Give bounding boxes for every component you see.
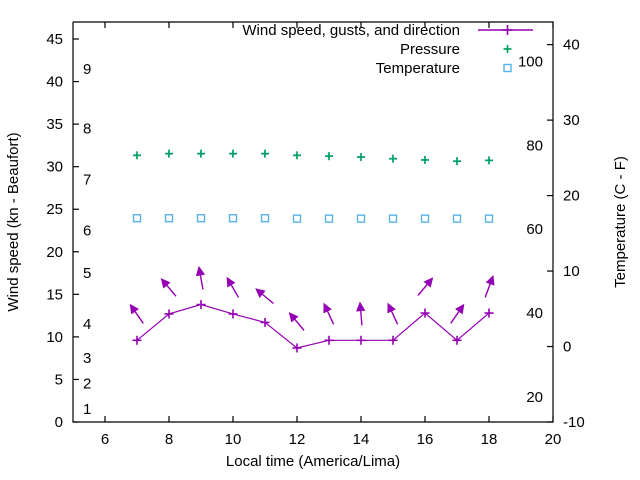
y2-tick-label: 0: [563, 339, 571, 356]
series-temperature: [132, 214, 494, 223]
y2-tick-label: 20: [563, 188, 580, 205]
series-wind-speed: [132, 300, 494, 353]
marker-square: [228, 214, 238, 223]
y-tick-label: 20: [46, 244, 63, 261]
series-pressure: [133, 149, 493, 166]
x-tick-label: 14: [353, 431, 370, 448]
marker-square: [388, 214, 398, 223]
beaufort-label: 3: [83, 350, 91, 367]
beaufort-label: 1: [83, 401, 91, 418]
x-axis-title: Local time (America/Lima): [226, 453, 400, 470]
marker-square: [356, 214, 366, 223]
y2-axis-title: Temperature (C - F): [612, 156, 629, 288]
wind-arrow-head: [423, 277, 434, 288]
fahrenheit-label: 40: [526, 305, 543, 322]
wind-arrow-head: [160, 278, 171, 289]
wind-direction-arrows: [129, 265, 495, 331]
wind-arrow-head: [455, 303, 465, 315]
beaufort-label: 7: [83, 171, 91, 188]
y2-tick-label: 10: [563, 263, 580, 280]
wind-arrow-head: [485, 275, 495, 286]
x-tick-label: 8: [165, 431, 173, 448]
marker-square: [503, 63, 512, 73]
marker-square: [452, 214, 462, 223]
wind-speed-line: [136, 303, 490, 349]
wind-arrow-head: [323, 302, 332, 314]
wind-arrow-head: [129, 303, 139, 315]
beaufort-label: 6: [83, 223, 91, 240]
y-tick-label: 25: [46, 201, 63, 218]
beaufort-label: 9: [83, 61, 91, 78]
marker-square: [484, 214, 494, 223]
wind-arrow-head: [195, 265, 206, 277]
chart-legend: Wind speed, gusts, and direction Pressure…: [242, 22, 533, 77]
x-tick-label: 6: [101, 431, 109, 448]
marker-square: [164, 214, 174, 223]
x-tick-label: 10: [225, 431, 242, 448]
y2-tick-label: -10: [563, 414, 585, 431]
marker-square: [292, 214, 302, 223]
x-tick-label: 16: [417, 431, 434, 448]
marker-square: [196, 214, 206, 223]
legend-label: Wind speed, gusts, and direction: [242, 22, 460, 39]
fahrenheit-label: 20: [526, 389, 543, 406]
y2-tick-label: 30: [563, 112, 580, 129]
wind-arrow-head: [356, 301, 366, 312]
fahrenheit-label: 60: [526, 221, 543, 238]
y-tick-label: 30: [46, 159, 63, 176]
beaufort-label: 4: [83, 316, 91, 333]
wind-arrow-head: [288, 312, 299, 323]
marker-square: [132, 214, 142, 223]
y-axis-ticks: 0 5 10 15 20 25 30 35 40 45: [46, 31, 79, 431]
marker-square: [260, 214, 270, 223]
wind-arrow-head: [226, 276, 236, 288]
y-tick-label: 15: [46, 286, 63, 303]
beaufort-label: 2: [83, 376, 91, 393]
y2-axis-ticks: -10 0 10 20 30 40: [547, 37, 585, 431]
marker-square: [324, 214, 334, 223]
y-tick-label: 5: [55, 371, 63, 388]
beaufort-label: 5: [83, 265, 91, 282]
y-tick-label: 40: [46, 74, 63, 91]
y-tick-label: 45: [46, 31, 63, 48]
fahrenheit-label: 100: [518, 53, 543, 70]
x-tick-label: 20: [545, 431, 562, 448]
y-tick-label: 0: [55, 414, 63, 431]
y2-tick-label: 40: [563, 37, 580, 54]
y-tick-label: 10: [46, 329, 63, 346]
x-axis-ticks: 6 8 10 12 14 16 18 20: [101, 22, 562, 448]
marker-square: [420, 214, 430, 223]
y2-axis-fahrenheit-labels: 20 40 60 80 100: [518, 53, 543, 405]
wind-arrow-head: [387, 302, 396, 314]
x-tick-label: 18: [481, 431, 498, 448]
legend-label: Pressure: [400, 41, 460, 58]
fahrenheit-label: 80: [526, 137, 543, 154]
y-axis-beaufort-labels: 1 2 3 4 5 6 7 8 9: [83, 61, 91, 418]
legend-label: Temperature: [376, 60, 460, 77]
y-tick-label: 35: [46, 116, 63, 133]
beaufort-label: 8: [83, 120, 91, 137]
y-axis-title: Wind speed (kn - Beaufort): [5, 132, 22, 311]
wind-arrow-head: [255, 288, 266, 298]
x-tick-label: 12: [289, 431, 306, 448]
